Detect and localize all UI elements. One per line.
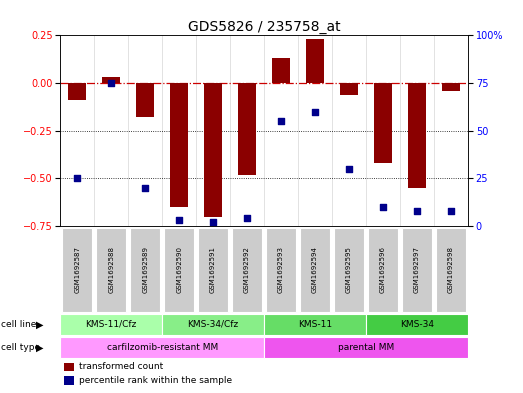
Bar [170, 83, 188, 207]
Bar [238, 83, 256, 174]
Point [243, 215, 252, 222]
Text: GSM1692595: GSM1692595 [346, 246, 352, 293]
Point [311, 108, 320, 115]
Bar [68, 83, 86, 100]
Point [447, 208, 456, 214]
Bar [60, 314, 162, 335]
Text: parental MM: parental MM [338, 343, 394, 352]
Text: GSM1692596: GSM1692596 [380, 246, 386, 293]
Bar [366, 314, 468, 335]
Text: GSM1692587: GSM1692587 [74, 246, 80, 293]
Bar [402, 228, 432, 312]
Bar [340, 83, 358, 94]
Text: percentile rank within the sample: percentile rank within the sample [78, 376, 232, 385]
Bar [306, 39, 324, 83]
Point [73, 175, 82, 182]
Text: GSM1692588: GSM1692588 [108, 246, 114, 293]
Text: transformed count: transformed count [78, 362, 163, 371]
Text: KMS-34: KMS-34 [400, 320, 434, 329]
Text: GSM1692589: GSM1692589 [142, 246, 148, 293]
Bar [204, 83, 222, 217]
Bar [442, 83, 460, 91]
Bar [198, 228, 228, 312]
Text: KMS-11/Cfz: KMS-11/Cfz [85, 320, 137, 329]
Bar [232, 228, 262, 312]
Text: GSM1692594: GSM1692594 [312, 246, 318, 293]
Bar [62, 228, 92, 312]
Bar [60, 337, 264, 358]
Bar [162, 314, 264, 335]
Point [379, 204, 388, 210]
Bar [102, 77, 120, 83]
Bar [264, 337, 468, 358]
Bar [266, 228, 296, 312]
Point [345, 166, 354, 172]
Bar [64, 363, 74, 371]
Bar [272, 58, 290, 83]
Text: GSM1692592: GSM1692592 [244, 246, 250, 293]
Text: ▶: ▶ [36, 343, 43, 353]
Bar [136, 83, 154, 118]
Text: cell line: cell line [1, 320, 39, 329]
Bar [368, 228, 398, 312]
Bar [164, 228, 194, 312]
Point [141, 185, 150, 191]
Bar [374, 83, 392, 163]
Point [413, 208, 422, 214]
Bar [264, 314, 366, 335]
Point [175, 217, 184, 224]
Text: carfilzomib-resistant MM: carfilzomib-resistant MM [107, 343, 218, 352]
Text: KMS-11: KMS-11 [298, 320, 332, 329]
Bar [408, 83, 426, 188]
Text: GSM1692593: GSM1692593 [278, 246, 284, 293]
Text: KMS-34/Cfz: KMS-34/Cfz [188, 320, 238, 329]
Bar [436, 228, 466, 312]
Bar [300, 228, 330, 312]
Point [277, 118, 286, 124]
Bar [64, 376, 74, 385]
Bar [334, 228, 364, 312]
Text: GSM1692591: GSM1692591 [210, 246, 216, 293]
Text: GSM1692598: GSM1692598 [448, 246, 454, 293]
Point [107, 80, 116, 86]
Text: GSM1692597: GSM1692597 [414, 246, 420, 293]
Bar [130, 228, 160, 312]
Text: ▶: ▶ [36, 320, 43, 330]
Title: GDS5826 / 235758_at: GDS5826 / 235758_at [188, 20, 340, 34]
Text: GSM1692590: GSM1692590 [176, 246, 182, 293]
Bar [96, 228, 126, 312]
Point [209, 219, 218, 226]
Text: cell type: cell type [1, 343, 42, 352]
